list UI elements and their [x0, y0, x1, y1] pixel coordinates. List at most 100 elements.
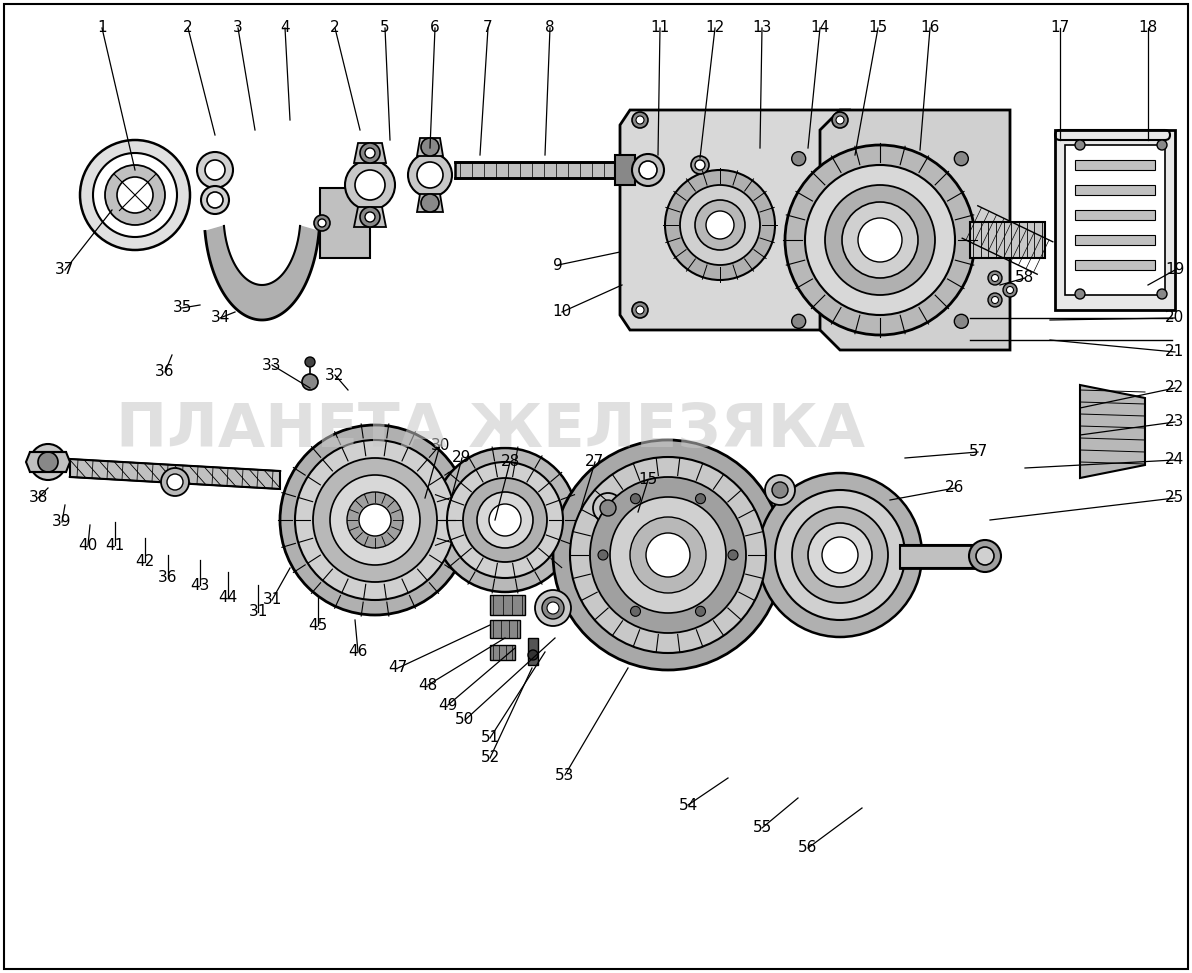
Text: 58: 58: [1016, 270, 1035, 285]
Circle shape: [988, 271, 1002, 285]
Circle shape: [791, 507, 888, 603]
Circle shape: [631, 517, 706, 593]
Text: 29: 29: [452, 450, 472, 465]
Text: 28: 28: [501, 454, 520, 470]
Circle shape: [489, 504, 521, 536]
Circle shape: [1157, 140, 1167, 150]
Circle shape: [695, 200, 745, 250]
Circle shape: [632, 112, 648, 128]
Text: 3: 3: [234, 20, 243, 35]
Text: 7: 7: [483, 20, 492, 35]
Circle shape: [359, 504, 391, 536]
Circle shape: [105, 165, 164, 225]
Circle shape: [805, 165, 955, 315]
Polygon shape: [1064, 145, 1165, 295]
Text: 31: 31: [248, 604, 268, 620]
Circle shape: [808, 523, 873, 587]
Circle shape: [631, 606, 640, 616]
Circle shape: [1006, 286, 1013, 294]
Text: 14: 14: [811, 20, 830, 35]
Circle shape: [832, 112, 848, 128]
Text: 2: 2: [184, 20, 193, 35]
Text: 45: 45: [309, 618, 328, 632]
Circle shape: [201, 186, 229, 214]
Bar: [1075, 160, 1155, 170]
Polygon shape: [70, 459, 280, 489]
Circle shape: [988, 293, 1002, 307]
Text: 56: 56: [799, 841, 818, 855]
Circle shape: [637, 306, 644, 314]
Circle shape: [421, 138, 439, 156]
Circle shape: [665, 170, 775, 280]
Circle shape: [528, 650, 538, 660]
Circle shape: [313, 215, 330, 231]
Polygon shape: [455, 162, 620, 178]
Circle shape: [758, 473, 921, 637]
Polygon shape: [490, 620, 520, 638]
Circle shape: [955, 152, 968, 165]
Circle shape: [775, 490, 905, 620]
Circle shape: [976, 547, 994, 565]
Circle shape: [161, 468, 190, 496]
Polygon shape: [354, 143, 386, 163]
Text: 24: 24: [1166, 452, 1185, 467]
Polygon shape: [820, 110, 1010, 350]
Circle shape: [632, 302, 648, 318]
Circle shape: [691, 156, 709, 174]
Circle shape: [447, 462, 563, 578]
Text: 40: 40: [79, 537, 98, 553]
Polygon shape: [1080, 385, 1146, 478]
Text: 30: 30: [430, 438, 449, 452]
Circle shape: [117, 177, 153, 213]
Text: 4: 4: [280, 20, 290, 35]
Circle shape: [205, 160, 225, 180]
Polygon shape: [417, 194, 443, 212]
Circle shape: [679, 185, 760, 265]
Circle shape: [846, 276, 853, 284]
Text: 5: 5: [380, 20, 390, 35]
Circle shape: [570, 457, 766, 653]
Text: 23: 23: [1166, 414, 1185, 429]
Text: 19: 19: [1166, 263, 1185, 277]
Text: 6: 6: [430, 20, 440, 35]
Circle shape: [791, 314, 806, 328]
Text: 57: 57: [968, 445, 988, 459]
Polygon shape: [1055, 130, 1175, 310]
Text: 15: 15: [869, 20, 888, 35]
Text: 22: 22: [1166, 380, 1185, 395]
Text: 52: 52: [480, 750, 499, 766]
Circle shape: [822, 537, 858, 573]
Circle shape: [462, 478, 547, 562]
Bar: [1075, 210, 1155, 220]
Circle shape: [280, 425, 470, 615]
Polygon shape: [490, 595, 524, 615]
Text: 2: 2: [330, 20, 340, 35]
Polygon shape: [417, 138, 443, 156]
Text: 42: 42: [136, 555, 155, 569]
Circle shape: [330, 475, 420, 565]
Circle shape: [842, 272, 858, 288]
Text: 20: 20: [1166, 310, 1185, 326]
Polygon shape: [528, 638, 538, 665]
Circle shape: [302, 374, 318, 390]
Circle shape: [842, 202, 918, 278]
Circle shape: [955, 314, 968, 328]
Circle shape: [38, 452, 58, 472]
Text: 49: 49: [439, 698, 458, 712]
Circle shape: [590, 477, 746, 633]
Circle shape: [631, 493, 640, 504]
Circle shape: [1075, 140, 1085, 150]
Circle shape: [600, 500, 616, 516]
Circle shape: [791, 152, 806, 165]
Text: 21: 21: [1166, 344, 1185, 359]
Circle shape: [80, 140, 190, 250]
Circle shape: [592, 493, 623, 523]
Circle shape: [305, 357, 315, 367]
Bar: [1075, 235, 1155, 245]
Text: 41: 41: [105, 537, 125, 553]
Text: 16: 16: [920, 20, 939, 35]
Text: 17: 17: [1050, 20, 1069, 35]
Text: 36: 36: [159, 570, 178, 586]
Circle shape: [858, 218, 902, 262]
Text: 33: 33: [262, 357, 281, 373]
